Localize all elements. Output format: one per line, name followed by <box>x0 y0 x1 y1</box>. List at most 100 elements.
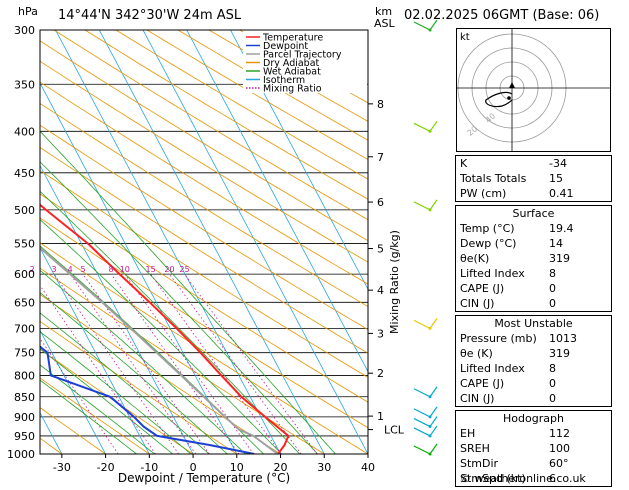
surface-label: θe(K) <box>460 251 489 266</box>
surface-label: CIN (J) <box>460 296 494 311</box>
index-label: Totals Totals <box>460 171 526 186</box>
wind-barb-950 <box>414 426 437 438</box>
temperature-line <box>0 30 288 454</box>
wind-barb-900 <box>414 407 437 419</box>
pressure-tick-label: 650 <box>14 296 35 309</box>
km-tick-label: 6 <box>377 196 384 209</box>
km-tick-label: 8 <box>377 98 384 111</box>
most-unstable-value: 0 <box>549 376 607 391</box>
mixing-ratio-axis-label: Mixing Ratio (g/kg) <box>388 230 401 334</box>
mixing-ratio-label: 3 <box>52 265 57 274</box>
km-tick-label: 2 <box>377 367 384 380</box>
surface-value: 8 <box>549 266 607 281</box>
most-unstable-value: 1013 <box>549 331 607 346</box>
mixing-ratio-label: 8 <box>109 265 114 274</box>
index-row: PW (cm)0.41 <box>456 186 611 201</box>
surface-box: Surface Temp (°C) 19.4 Dewp (°C) 14 θe(K) 319… <box>455 205 612 312</box>
surface-label: Temp (°C) <box>460 221 515 236</box>
wind-barb-1000 <box>414 444 437 456</box>
most-unstable-label: Lifted Index <box>460 361 525 376</box>
surface-row: CAPE (J) 0 <box>456 281 611 296</box>
mixing-ratio-label: 5 <box>81 265 86 274</box>
dry-adiabat <box>0 6 263 472</box>
wind-barb-850 <box>414 387 437 399</box>
hodograph-table-title: Hodograph <box>456 411 611 426</box>
hodograph-table-label: StmDir <box>460 456 498 471</box>
mixing-ratio-label: 25 <box>179 265 189 274</box>
surface-value: 19.4 <box>549 221 607 236</box>
most-unstable-label: Pressure (mb) <box>460 331 537 346</box>
pressure-tick-label: 300 <box>14 24 35 37</box>
wind-barb-700 <box>414 318 437 330</box>
mixing-ratio-label: 4 <box>68 265 73 274</box>
wind-barb-400 <box>414 121 437 133</box>
wind-barb-500 <box>414 200 437 212</box>
most-unstable-value: 8 <box>549 361 607 376</box>
x-axis-label: Dewpoint / Temperature (°C) <box>118 471 290 485</box>
dewpoint-line <box>0 30 254 454</box>
km-tick-label: 3 <box>377 327 384 340</box>
surface-label: Dewp (°C) <box>460 236 516 251</box>
hodograph-table-value: 112 <box>549 426 607 441</box>
mixing-ratio-label: 20 <box>164 265 174 274</box>
most-unstable-title: Most Unstable <box>456 316 611 331</box>
surface-value: 0 <box>549 281 607 296</box>
pressure-tick-label: 550 <box>14 237 35 250</box>
hodograph-table-label: StmSpd (kt) <box>460 471 526 486</box>
km-tick-label: 1 <box>377 410 384 423</box>
hodograph-table-value: 100 <box>549 441 607 456</box>
most-unstable-label: θe (K) <box>460 346 493 361</box>
pressure-tick-label: 950 <box>14 430 35 443</box>
index-row: K-34 <box>456 156 611 171</box>
pressure-tick-label: 800 <box>14 369 35 382</box>
most-unstable-value: 0 <box>549 391 607 406</box>
surface-row: θe(K) 319 <box>456 251 611 266</box>
pressure-tick-label: 700 <box>14 322 35 335</box>
surface-value: 14 <box>549 236 607 251</box>
surface-title: Surface <box>456 206 611 221</box>
index-row: Totals Totals 15 <box>456 171 611 186</box>
pressure-tick-label: 600 <box>14 268 35 281</box>
lcl-label: LCL <box>384 424 405 437</box>
x-tick-label: -30 <box>53 461 71 474</box>
km-tick-label: 4 <box>377 284 384 297</box>
index-value: -34 <box>549 156 607 171</box>
pressure-tick-label: 1000 <box>7 448 35 461</box>
most-unstable-label: CAPE (J) <box>460 376 504 391</box>
most-unstable-row: CAPE (J) 0 <box>456 376 611 391</box>
pressure-tick-label: 750 <box>14 347 35 360</box>
legend-label: Mixing Ratio <box>263 84 322 95</box>
x-tick-label: 30 <box>317 461 331 474</box>
pressure-tick-label: 900 <box>14 411 35 424</box>
mixing-ratio-label: 10 <box>120 265 130 274</box>
most-unstable-label: CIN (J) <box>460 391 494 406</box>
surface-value: 319 <box>549 251 607 266</box>
mixing-ratio-line <box>70 274 196 454</box>
index-value: 15 <box>549 171 607 186</box>
km-tick-label: 7 <box>377 151 384 164</box>
most-unstable-row: CIN (J) 0 <box>456 391 611 406</box>
hodograph-table-value: 60° <box>549 456 607 471</box>
hodograph-table-row: StmSpd (kt) 6 <box>456 471 611 486</box>
km-tick-label: 5 <box>377 243 384 256</box>
most-unstable-row: Pressure (mb) 1013 <box>456 331 611 346</box>
pressure-tick-label: 350 <box>14 78 35 91</box>
index-label: PW (cm) <box>460 186 506 201</box>
pressure-tick-label: 850 <box>14 391 35 404</box>
hodograph-point <box>507 96 511 100</box>
surface-label: Lifted Index <box>460 266 525 281</box>
hodograph-table-row: SREH 100 <box>456 441 611 456</box>
hodograph-table-label: SREH <box>460 441 490 456</box>
surface-value: 0 <box>549 296 607 311</box>
surface-label: CAPE (J) <box>460 281 504 296</box>
hodograph-table-value: 6 <box>549 471 607 486</box>
x-tick-label: 40 <box>361 461 375 474</box>
dry-adiabat <box>0 6 441 472</box>
x-tick-label: -20 <box>97 461 115 474</box>
